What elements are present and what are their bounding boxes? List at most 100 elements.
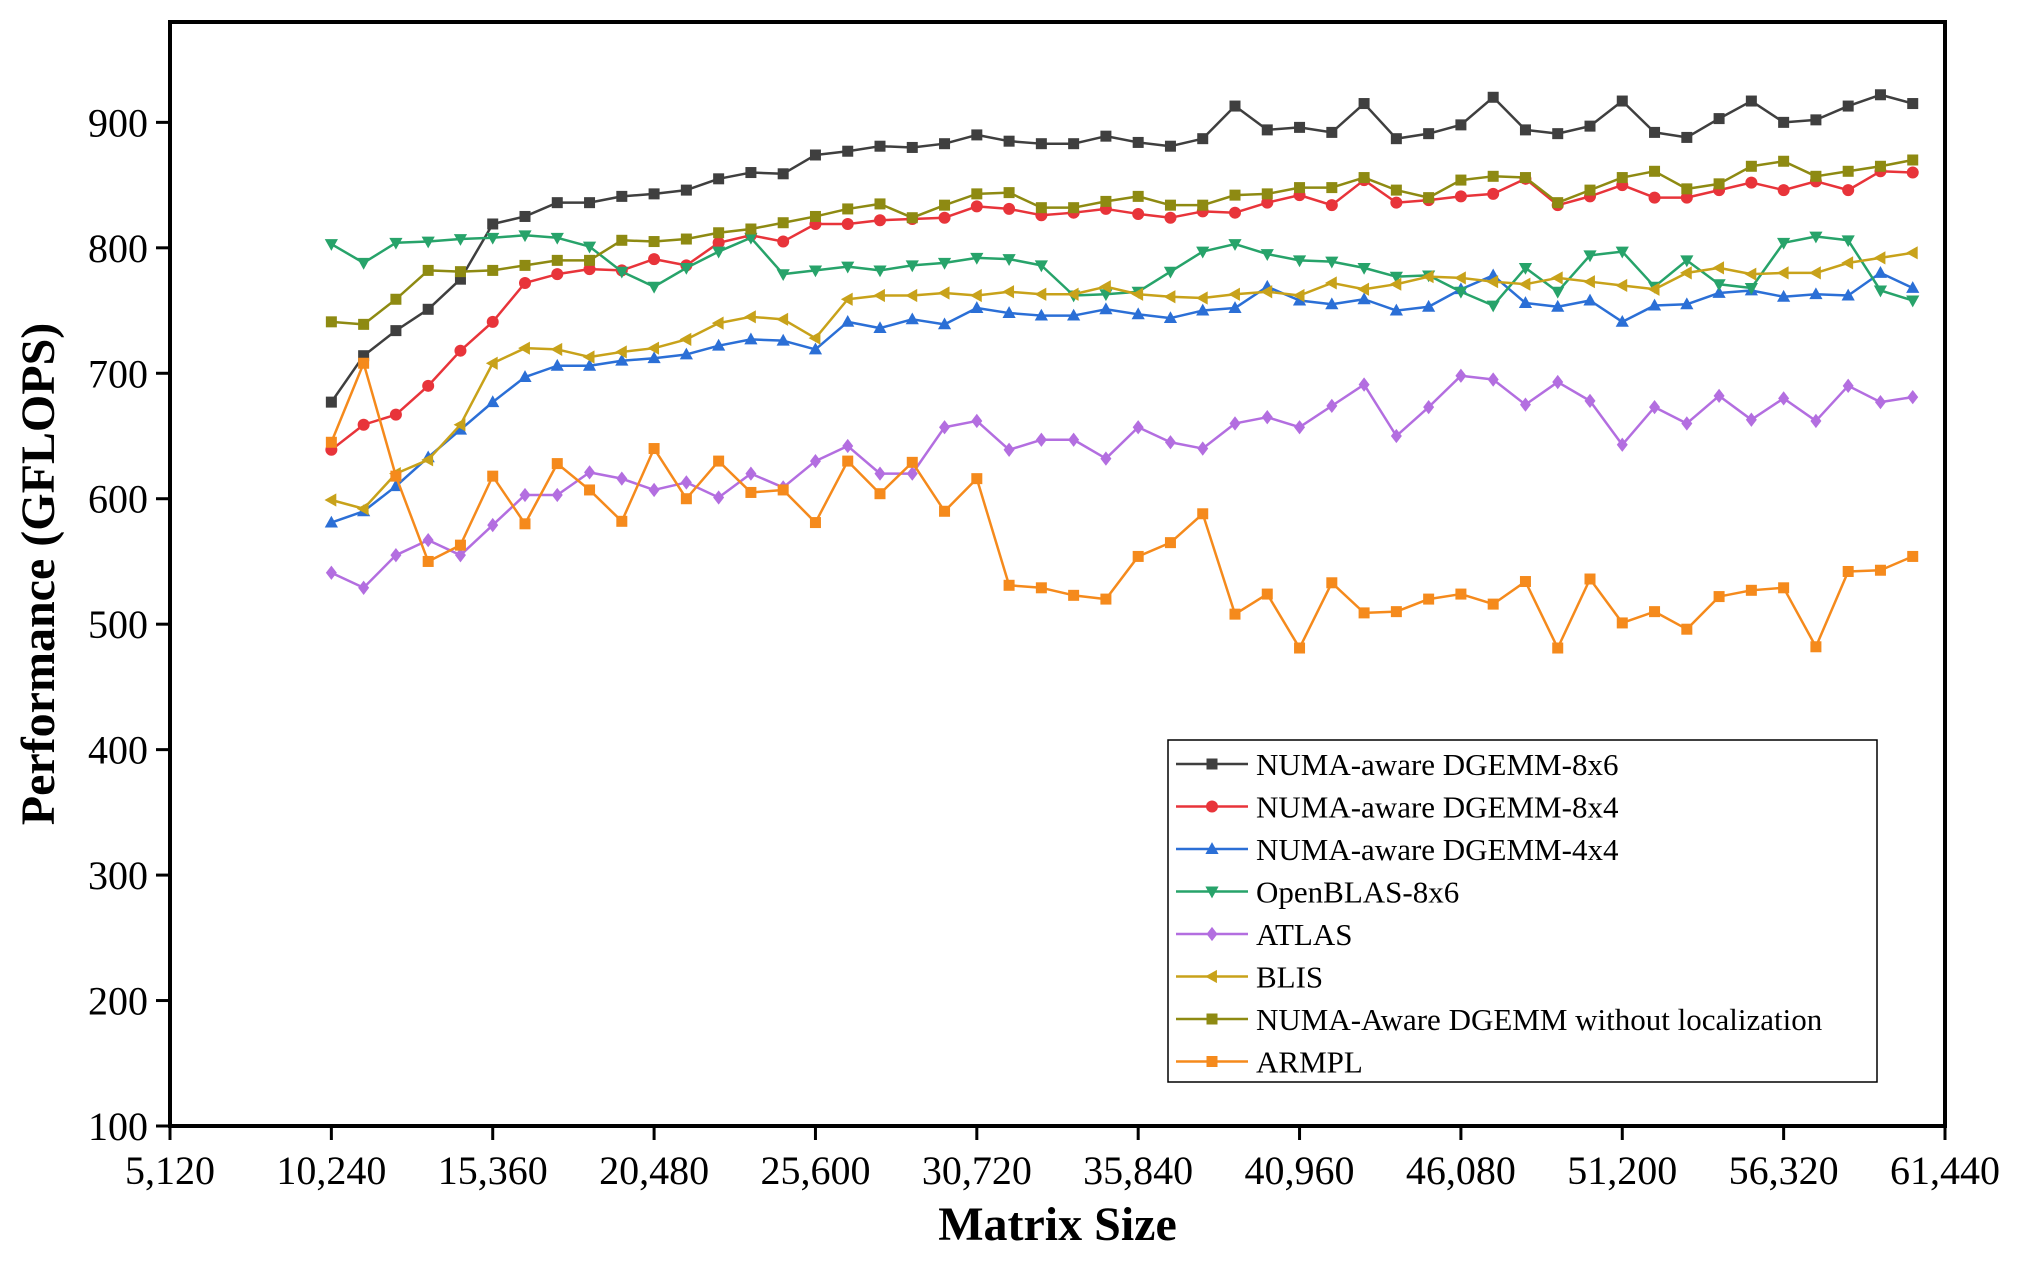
data-point <box>808 265 823 278</box>
data-point <box>1261 588 1273 600</box>
data-point <box>840 292 853 306</box>
data-point <box>1100 593 1112 605</box>
data-point <box>486 232 500 245</box>
data-point <box>357 257 371 270</box>
data-point <box>1100 451 1112 466</box>
x-tick-label: 35,840 <box>1083 1148 1193 1193</box>
data-point <box>519 518 531 530</box>
data-point <box>939 420 951 435</box>
legend-marker <box>1205 842 1219 854</box>
data-point <box>1229 100 1241 112</box>
legend-marker <box>1206 758 1218 770</box>
data-point <box>842 438 854 454</box>
data-point <box>1518 277 1531 291</box>
data-point <box>1874 89 1886 101</box>
data-point <box>1551 286 1565 299</box>
data-point <box>615 353 629 366</box>
data-point <box>1164 199 1176 211</box>
data-point <box>906 466 918 481</box>
data-point <box>745 167 757 179</box>
data-point <box>1744 283 1758 295</box>
legend-marker <box>1206 1056 1218 1067</box>
x-tick-label: 5,120 <box>125 1148 215 1193</box>
data-point <box>389 408 402 421</box>
data-point <box>874 214 886 227</box>
data-point <box>584 465 596 480</box>
data-point <box>1713 113 1725 125</box>
data-point <box>1423 399 1435 415</box>
data-point <box>1196 246 1210 259</box>
data-point <box>970 252 984 265</box>
legend-marker <box>1206 926 1218 942</box>
data-point <box>519 487 531 503</box>
data-point <box>1197 441 1209 456</box>
data-point <box>454 266 466 278</box>
data-point <box>1325 297 1339 310</box>
data-point <box>1034 308 1048 321</box>
data-point <box>1487 372 1499 387</box>
data-point <box>808 342 823 355</box>
data-point <box>1068 589 1080 601</box>
data-point <box>616 190 628 202</box>
data-point <box>518 230 532 243</box>
y-tick-label: 800 <box>88 226 148 271</box>
data-point <box>1358 172 1370 184</box>
data-point <box>1519 576 1531 588</box>
data-point <box>1068 202 1080 214</box>
data-point <box>454 548 466 563</box>
data-point <box>1712 261 1725 275</box>
data-point <box>1776 266 1789 280</box>
data-point <box>1163 266 1178 279</box>
series-atlas <box>325 368 1919 595</box>
data-point <box>421 453 434 467</box>
data-point <box>1680 297 1694 310</box>
data-point <box>1455 119 1467 131</box>
data-point <box>1712 279 1726 292</box>
data-point <box>422 264 434 276</box>
data-point <box>1324 276 1337 290</box>
x-tick-label: 56,320 <box>1729 1148 1839 1193</box>
data-point <box>1454 286 1468 299</box>
data-point <box>487 517 499 533</box>
data-point <box>1389 303 1403 316</box>
data-point <box>519 276 531 289</box>
data-point <box>1260 285 1273 299</box>
series-armpl <box>325 357 1919 654</box>
legend-label: BLIS <box>1256 960 1323 995</box>
data-point <box>584 197 596 209</box>
data-point <box>1842 100 1854 112</box>
data-point <box>1552 128 1564 140</box>
data-point <box>938 211 951 224</box>
data-point <box>971 129 983 141</box>
data-point <box>616 515 628 527</box>
data-point <box>905 312 919 325</box>
data-point <box>1035 582 1047 594</box>
data-point <box>1423 128 1435 140</box>
data-point <box>1647 298 1662 311</box>
data-point <box>1552 374 1564 390</box>
data-point <box>389 237 403 250</box>
data-point <box>1552 642 1564 654</box>
data-point <box>1164 435 1176 450</box>
data-point <box>1777 289 1791 302</box>
data-point <box>1326 182 1338 194</box>
data-point <box>1294 642 1306 654</box>
legend-label: ATLAS <box>1256 917 1352 952</box>
data-point <box>1195 291 1208 305</box>
data-point <box>358 318 370 330</box>
data-point <box>422 555 434 567</box>
series-line <box>331 251 1913 511</box>
data-point <box>551 197 563 209</box>
data-point <box>1132 190 1144 202</box>
data-point <box>1584 393 1596 409</box>
data-point <box>1326 126 1338 138</box>
data-point <box>1680 191 1693 204</box>
series-line <box>330 271 1914 524</box>
data-point <box>711 316 724 330</box>
data-point <box>971 473 983 485</box>
y-tick-label: 400 <box>88 728 148 773</box>
data-point <box>1841 256 1854 270</box>
data-point <box>1744 267 1757 281</box>
data-point <box>1487 187 1500 200</box>
